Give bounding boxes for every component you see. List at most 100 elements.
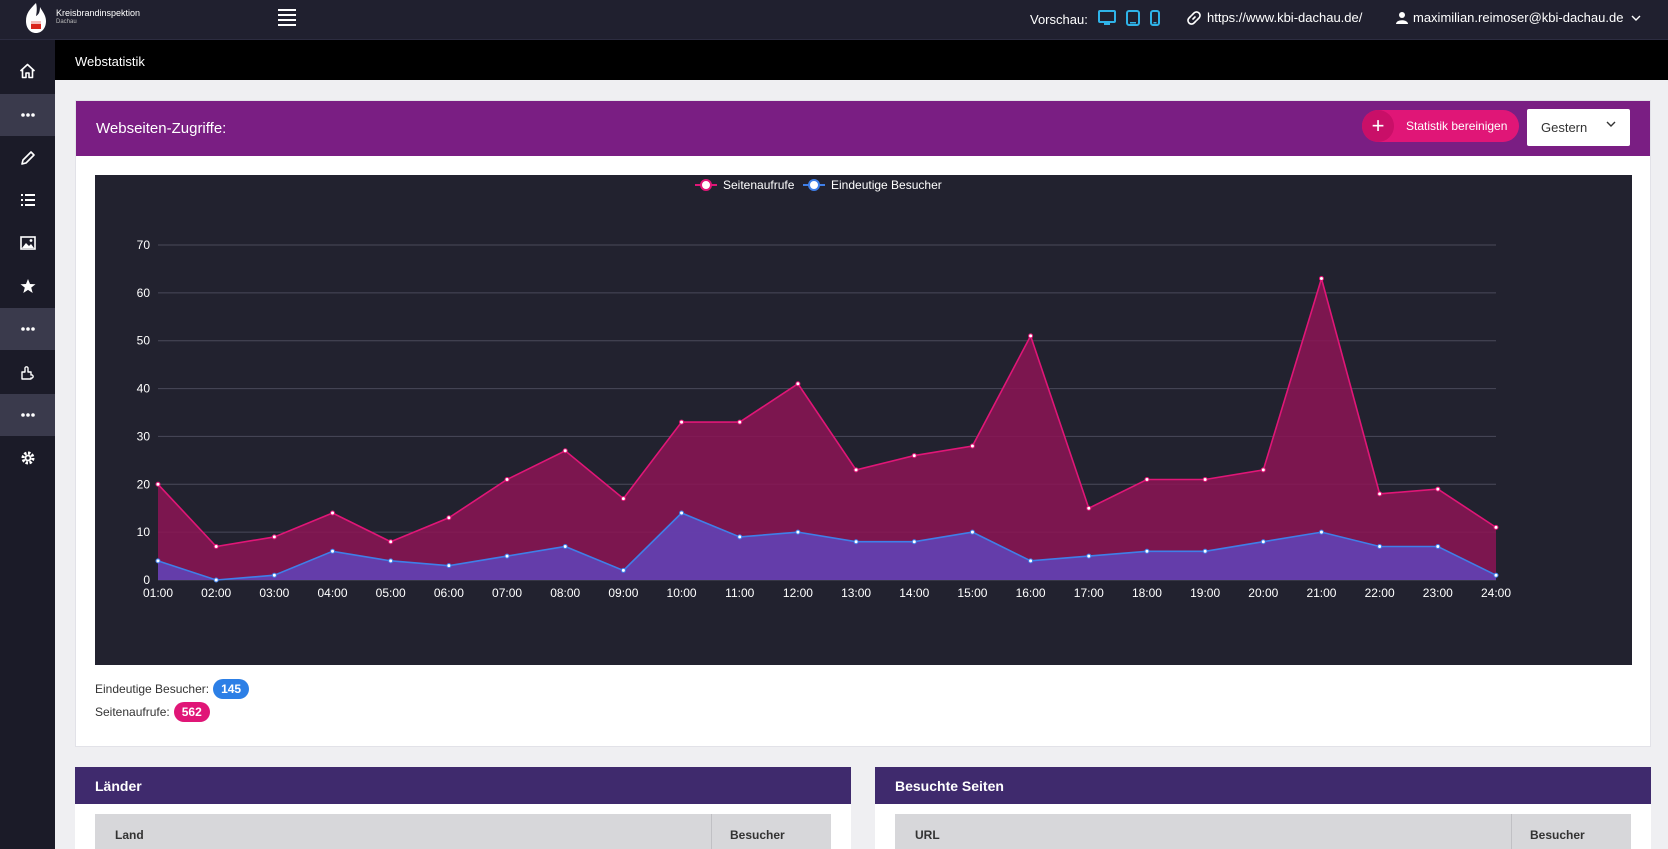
menu-toggle-icon[interactable] — [278, 9, 296, 26]
image-icon — [19, 236, 36, 250]
plugin-icon — [20, 366, 34, 380]
user-menu[interactable]: maximilian.reimoser@kbi-dachau.de — [1396, 10, 1646, 25]
preview-label: Vorschau: — [1030, 12, 1088, 27]
sidebar — [0, 40, 55, 849]
desktop-icon[interactable] — [1097, 10, 1116, 29]
sidebar-item-favorites[interactable] — [0, 265, 55, 307]
visited-pages-panel: Besuchte Seiten URL Besucher — [875, 767, 1651, 849]
page-views-badge: 562 — [173, 702, 210, 722]
sidebar-item-media[interactable] — [0, 222, 55, 264]
sidebar-item-more-2[interactable] — [0, 308, 55, 350]
logo[interactable]: Kreisbrandinspektion Dachau — [20, 1, 140, 35]
y-tick-label: 10 — [137, 525, 151, 539]
page-views-label: Seitenaufrufe: — [95, 705, 170, 719]
x-tick-label: 23:00 — [1423, 586, 1453, 600]
data-point — [737, 534, 743, 540]
sidebar-item-list[interactable] — [0, 179, 55, 221]
data-point — [446, 515, 452, 521]
data-point — [620, 496, 626, 502]
breadcrumb-bar: Webstatistik — [55, 40, 1668, 80]
web-access-card: Webseiten-Zugriffe: + Statistik bereinig… — [75, 100, 1651, 747]
sidebar-item-edit[interactable] — [0, 137, 55, 179]
y-tick-label: 30 — [137, 429, 151, 443]
data-point — [1028, 333, 1034, 339]
card-header: Webseiten-Zugriffe: + Statistik bereinig… — [76, 101, 1650, 156]
data-point — [679, 419, 685, 425]
data-point — [271, 572, 277, 578]
sidebar-item-plugins[interactable] — [0, 351, 55, 393]
data-point — [1377, 491, 1383, 497]
data-point — [562, 544, 568, 549]
logo-title: Kreisbrandinspektion — [56, 8, 141, 18]
data-point — [1493, 524, 1499, 530]
x-tick-label: 20:00 — [1248, 586, 1278, 600]
data-point — [213, 577, 219, 583]
x-tick-label: 11:00 — [725, 586, 754, 600]
x-tick-label: 18:00 — [1132, 586, 1162, 600]
page-title: Webstatistik — [75, 54, 145, 69]
sidebar-item-settings[interactable] — [0, 437, 55, 479]
y-tick-label: 0 — [143, 573, 150, 587]
user-icon — [1396, 12, 1408, 24]
sidebar-item-more-3[interactable] — [0, 394, 55, 436]
x-tick-label: 22:00 — [1365, 586, 1395, 600]
data-point — [1318, 276, 1324, 281]
home-icon — [19, 63, 36, 79]
star-icon — [20, 279, 35, 293]
x-tick-label: 10:00 — [667, 586, 697, 600]
column-header-visitors[interactable]: Besucher — [1530, 828, 1585, 842]
data-point — [1435, 544, 1441, 549]
pencil-icon — [20, 151, 35, 165]
column-header-url[interactable]: URL — [915, 828, 940, 842]
unique-visitors-row: Eindeutige Besucher: 145 — [95, 678, 250, 700]
countries-panel-header: Länder — [75, 767, 851, 804]
data-point — [853, 467, 859, 473]
clean-statistics-button[interactable]: + Statistik bereinigen — [1362, 110, 1519, 142]
data-point — [446, 563, 452, 569]
x-tick-label: 09:00 — [608, 586, 638, 600]
column-header-visitors[interactable]: Besucher — [730, 828, 785, 842]
data-point — [1144, 548, 1150, 554]
column-divider — [1511, 814, 1512, 849]
chevron-down-icon — [1631, 15, 1641, 21]
logo-subtitle: Dachau — [56, 19, 77, 25]
x-tick-label: 14:00 — [899, 586, 929, 600]
y-tick-label: 50 — [137, 334, 151, 348]
gear-icon — [21, 451, 34, 465]
date-range-select[interactable]: Gestern — [1527, 109, 1630, 146]
top-bar: Kreisbrandinspektion Dachau Vorschau: ht… — [0, 0, 1668, 40]
data-point — [271, 534, 277, 540]
data-point — [213, 544, 219, 549]
card-title: Webseiten-Zugriffe: — [96, 120, 227, 137]
unique-visitors-badge: 145 — [213, 679, 250, 699]
x-tick-label: 13:00 — [841, 586, 871, 600]
legend-label: Eindeutige Besucher — [831, 178, 942, 192]
data-point — [504, 553, 510, 559]
x-tick-label: 03:00 — [259, 586, 289, 600]
column-header-country[interactable]: Land — [115, 828, 144, 842]
sidebar-item-home[interactable] — [0, 50, 55, 92]
data-point — [155, 481, 161, 487]
data-point — [969, 443, 975, 449]
countries-panel-title: Länder — [95, 778, 142, 794]
x-tick-label: 12:00 — [783, 586, 813, 600]
link-icon — [1187, 10, 1201, 25]
x-tick-label: 15:00 — [957, 586, 987, 600]
sidebar-item-more-1[interactable] — [0, 94, 55, 136]
column-divider — [711, 814, 712, 849]
countries-table-header: Land Besucher — [95, 814, 831, 849]
plus-icon: + — [1362, 110, 1394, 142]
tablet-icon[interactable] — [1125, 10, 1140, 29]
data-point — [1202, 477, 1208, 482]
y-tick-label: 60 — [137, 286, 151, 300]
data-point — [1028, 558, 1034, 564]
mobile-icon[interactable] — [1149, 10, 1160, 29]
data-point — [911, 453, 917, 459]
x-tick-label: 04:00 — [318, 586, 348, 600]
visited-pages-table-header: URL Besucher — [895, 814, 1631, 849]
site-link[interactable]: https://www.kbi-dachau.de/ — [1187, 10, 1362, 25]
x-tick-label: 19:00 — [1190, 586, 1220, 600]
more-dots-icon — [20, 413, 35, 417]
data-point — [330, 548, 336, 554]
data-point — [388, 539, 394, 545]
